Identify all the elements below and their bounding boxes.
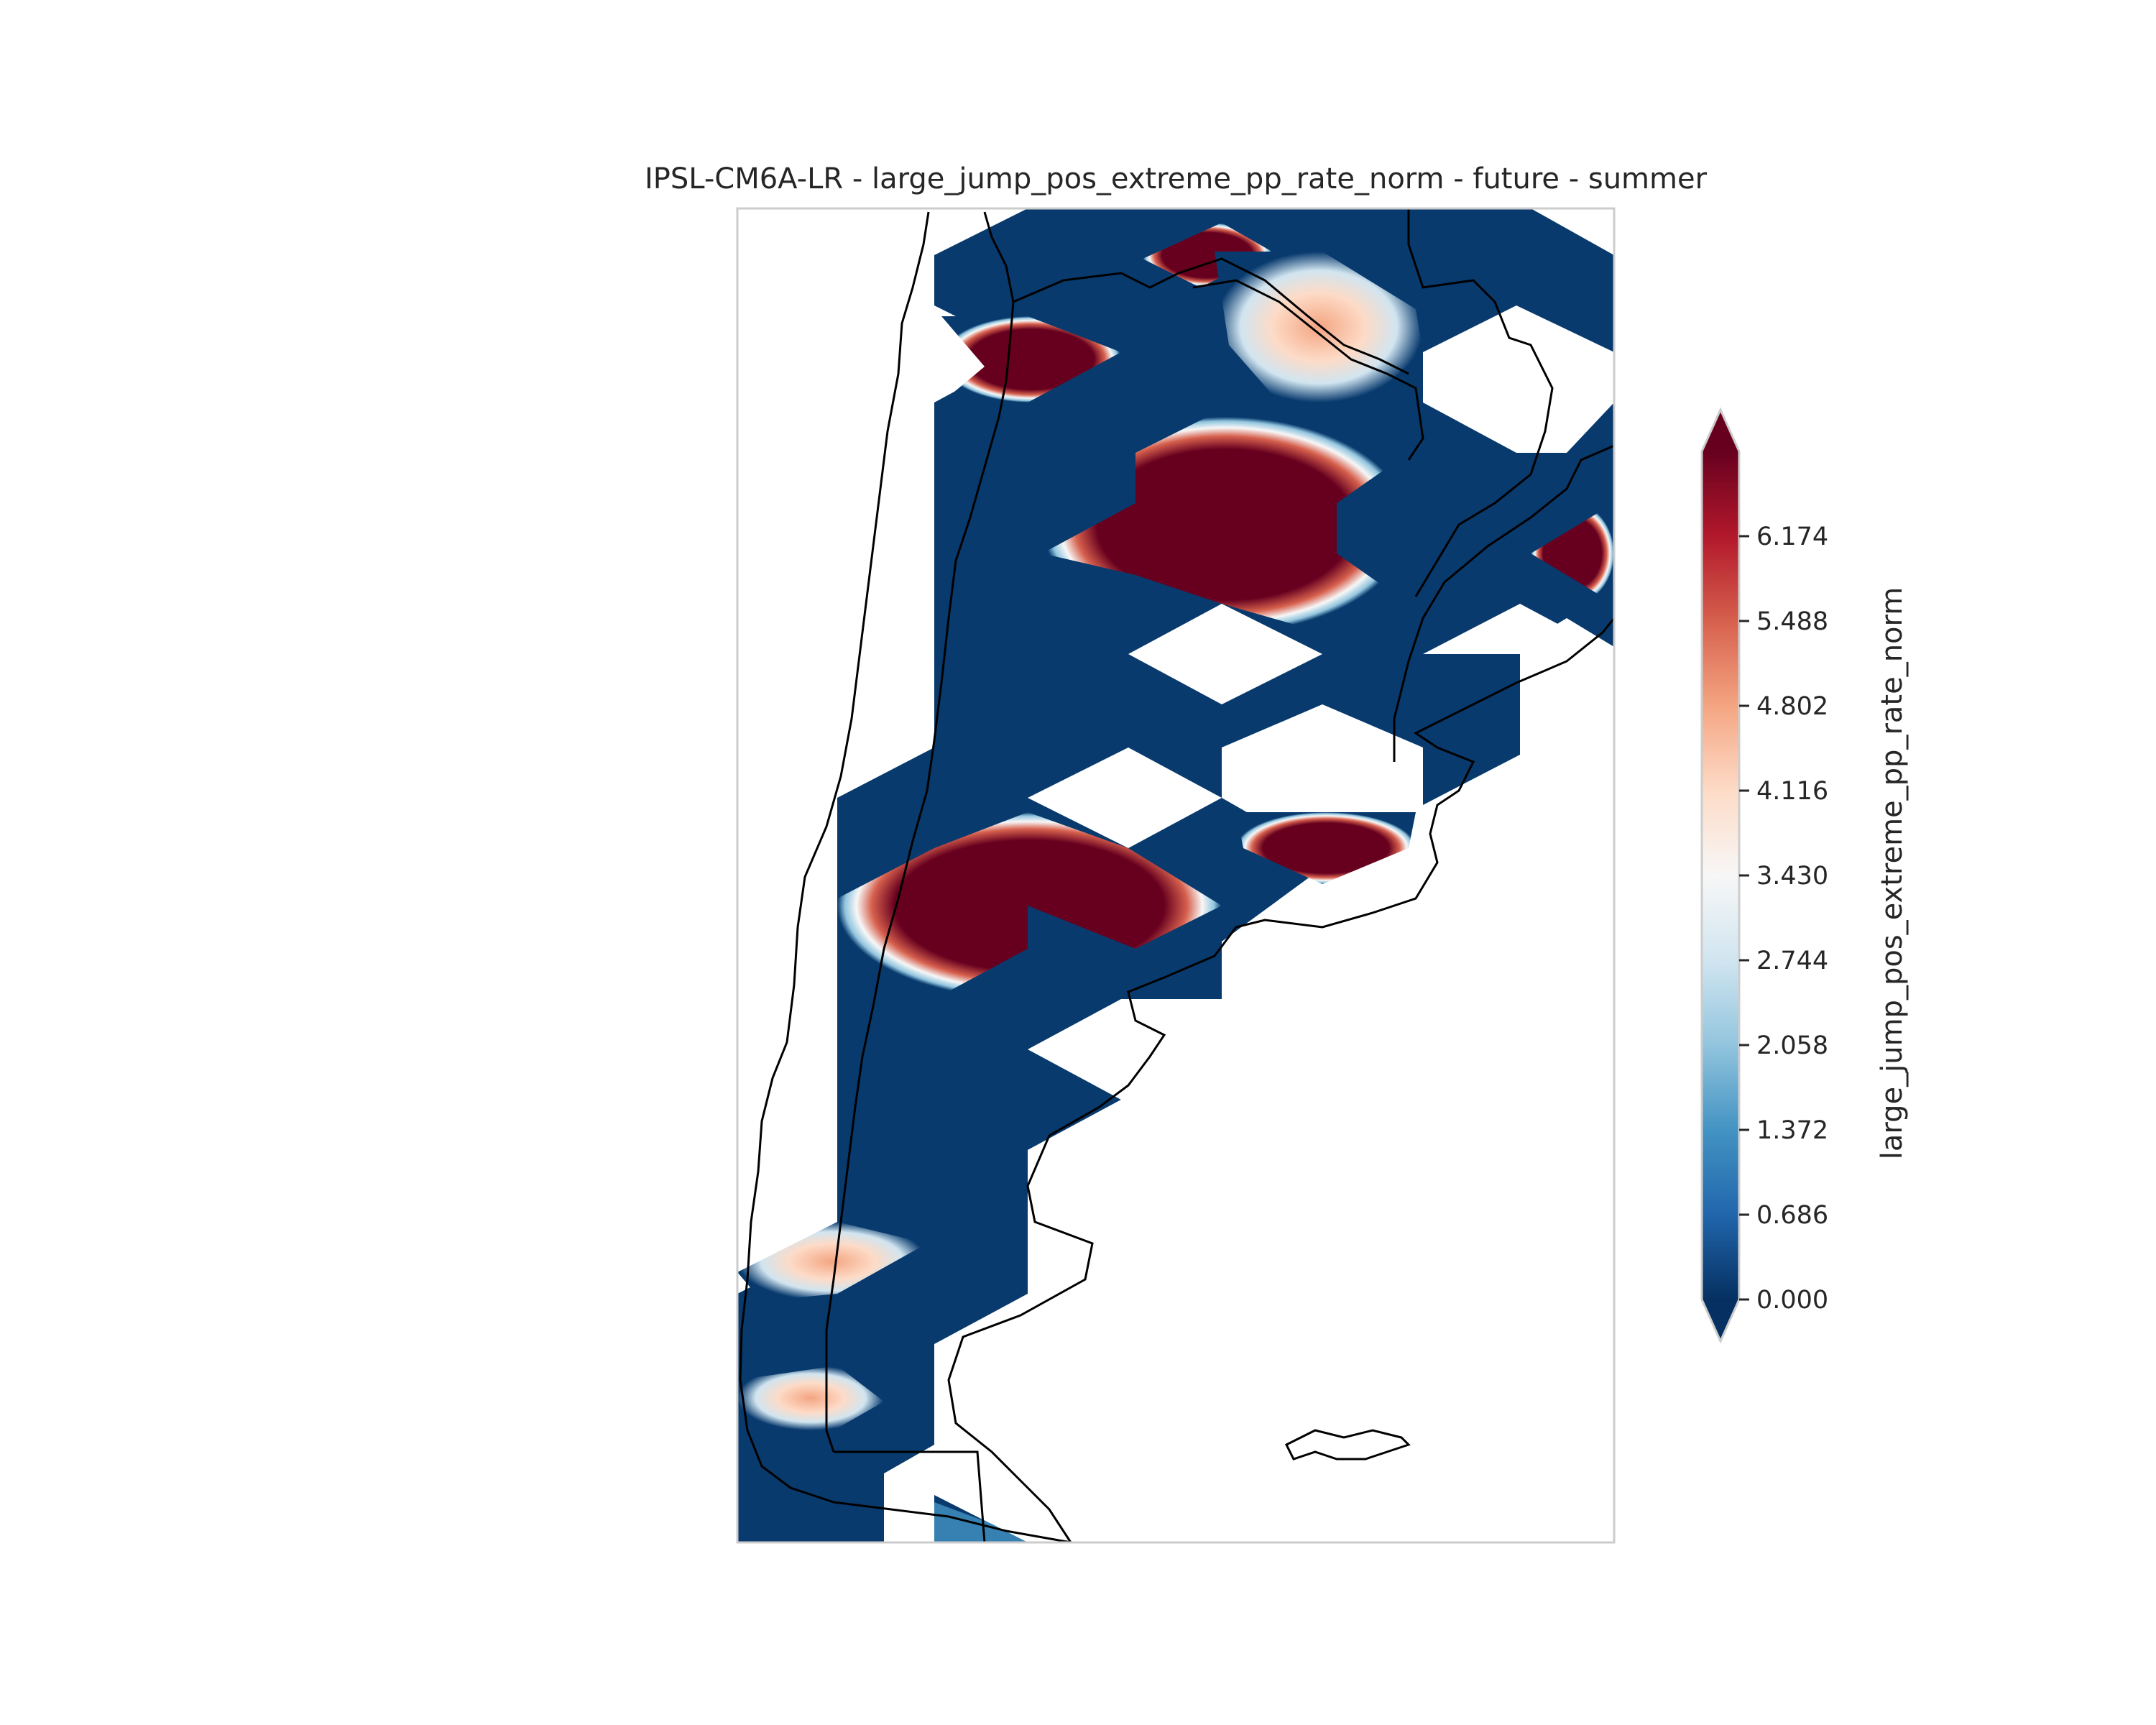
colorbar-tick-label: 6.174 [1756, 523, 1828, 551]
colorbar-tick-label: 2.744 [1756, 947, 1828, 975]
colorbar-tick-label: 5.488 [1756, 607, 1828, 636]
colorbar-tick-label: 4.802 [1756, 692, 1828, 721]
colorbar-extend-min [1702, 1300, 1739, 1341]
chart-title: IPSL-CM6A-LR - large_jump_pos_extreme_pp… [645, 162, 1708, 196]
colorbar-tick-label: 3.430 [1756, 862, 1828, 891]
colorbar-ticks: 0.000 0.686 1.372 2.058 2.744 3.430 4.116 4.802… [1739, 523, 1828, 1315]
colorbar-tick-label: 0.000 [1756, 1286, 1828, 1315]
map-panel [737, 208, 1614, 1542]
colorbar-gradient [1702, 451, 1739, 1300]
colorbar-tick-label: 2.058 [1756, 1031, 1828, 1060]
colorbar-extend-max [1702, 410, 1739, 451]
colorbar-tick-label: 4.116 [1756, 777, 1828, 806]
colorbar-tick-label: 1.372 [1756, 1116, 1828, 1145]
colorbar: 0.000 0.686 1.372 2.058 2.744 3.430 4.116 4.802… [1702, 410, 1909, 1341]
colorbar-tick-label: 0.686 [1756, 1201, 1828, 1230]
colorbar-label: large_jump_pos_extreme_pp_rate_norm [1876, 587, 1909, 1159]
